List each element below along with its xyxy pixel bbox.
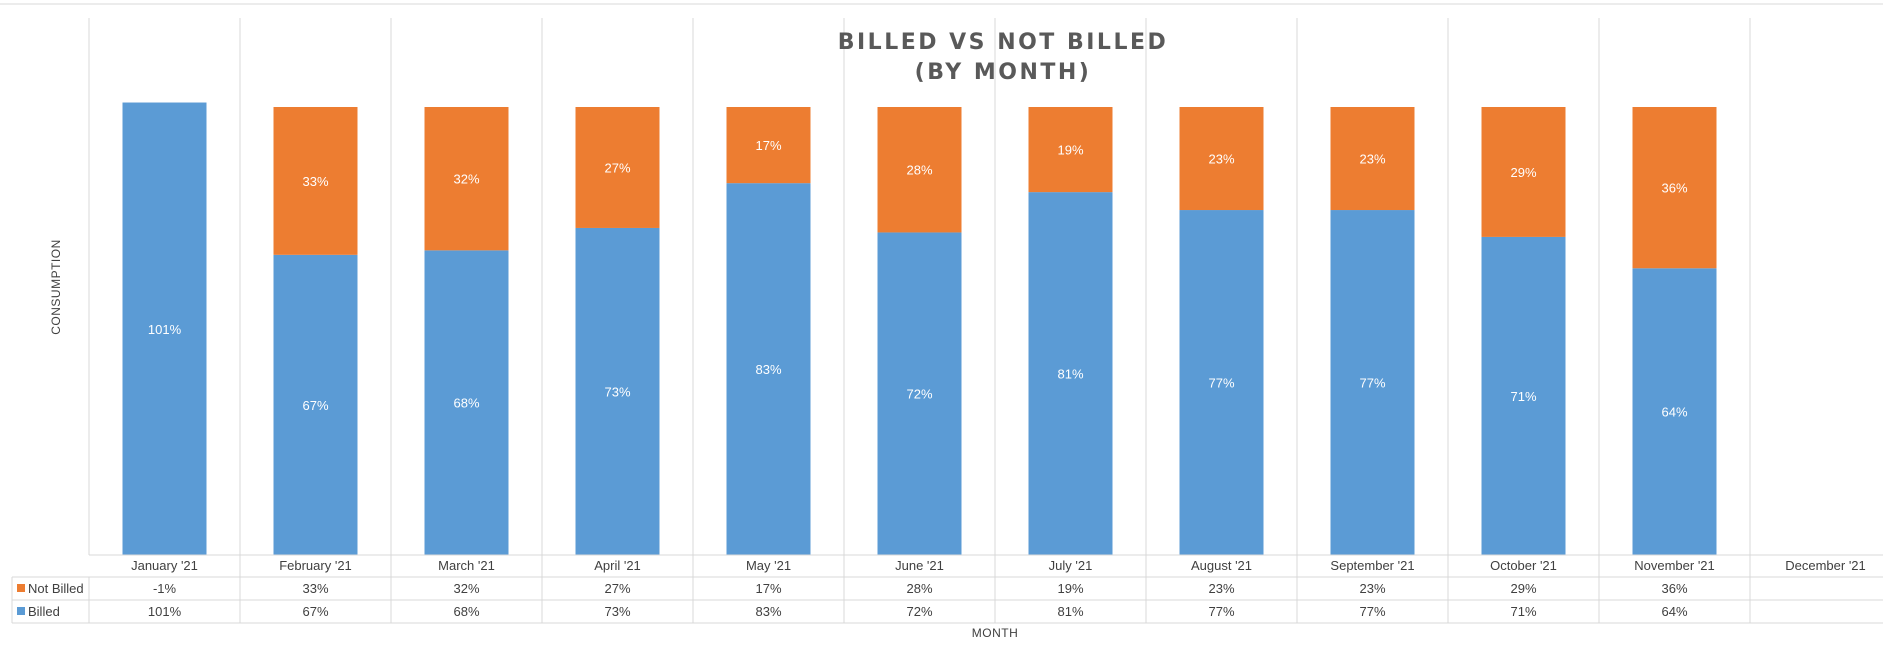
table-cell: 23% — [1208, 581, 1234, 596]
legend-key-billed — [17, 607, 25, 615]
bar-billed — [122, 102, 207, 556]
grid-lines — [88, 18, 1751, 555]
category-label: June '21 — [895, 558, 944, 573]
bar-not-billed — [1632, 107, 1717, 269]
bar-not-billed — [273, 107, 358, 255]
bar-label-billed: 77% — [1359, 376, 1385, 391]
category-label: December '21 — [1785, 558, 1866, 573]
bar-label-billed: 77% — [1208, 376, 1234, 391]
bar-label-not-billed: 29% — [1510, 165, 1536, 180]
bar-not-billed — [1330, 107, 1415, 211]
table-cell: 36% — [1661, 581, 1687, 596]
table-cell: 17% — [755, 581, 781, 596]
y-axis-title: CONSUMPTION — [49, 239, 63, 335]
bar-label-not-billed: 23% — [1359, 152, 1385, 167]
category-label: July '21 — [1049, 558, 1093, 573]
bar-labels: 101% 33% 67% 32% 68% 27% 73% 17% 83% 28% 72% 19% 81%… — [148, 138, 1688, 420]
table-cell: 19% — [1057, 581, 1083, 596]
table-cell: 23% — [1359, 581, 1385, 596]
legend-key-not-billed — [17, 584, 25, 592]
bar-billed — [1028, 192, 1113, 555]
category-label: May '21 — [746, 558, 791, 573]
legend-label-billed: Billed — [28, 604, 60, 619]
table-cell: 27% — [604, 581, 630, 596]
table-cell: 77% — [1208, 604, 1234, 619]
category-label: April '21 — [594, 558, 641, 573]
bar-label-billed: 71% — [1510, 389, 1536, 404]
bar-label-not-billed: 32% — [453, 172, 479, 187]
bar-billed — [726, 183, 811, 555]
table-cell: 68% — [453, 604, 479, 619]
bar-not-billed — [575, 107, 660, 228]
bar-label-not-billed: 28% — [906, 163, 932, 178]
bar-billed — [424, 250, 509, 556]
bar-label-billed: 81% — [1057, 367, 1083, 382]
bar-label-billed: 67% — [302, 398, 328, 413]
bar-label-billed: 64% — [1661, 405, 1687, 420]
table-cell: 64% — [1661, 604, 1687, 619]
category-label: March '21 — [438, 558, 495, 573]
bar-not-billed — [1028, 107, 1113, 193]
bar-label-billed: 83% — [755, 362, 781, 377]
category-label: February '21 — [279, 558, 352, 573]
bar-label-billed: 101% — [148, 322, 182, 337]
bar-label-billed: 73% — [604, 384, 630, 399]
category-label: November '21 — [1634, 558, 1715, 573]
category-label: September '21 — [1330, 558, 1414, 573]
bar-label-not-billed: 33% — [302, 174, 328, 189]
table-cell: 83% — [755, 604, 781, 619]
category-label: August '21 — [1191, 558, 1252, 573]
bar-label-not-billed: 19% — [1057, 143, 1083, 158]
table-cell: 72% — [906, 604, 932, 619]
bar-billed — [1330, 210, 1415, 556]
table-cell: 32% — [453, 581, 479, 596]
table-cell: 28% — [906, 581, 932, 596]
table-cell: 73% — [604, 604, 630, 619]
bar-label-not-billed: 27% — [604, 160, 630, 175]
bar-billed — [1632, 268, 1717, 555]
table-cell: 33% — [302, 581, 328, 596]
bar-billed — [1481, 236, 1566, 556]
bar-label-billed: 72% — [906, 387, 932, 402]
bars — [122, 102, 1717, 556]
table-cell: -1% — [153, 581, 177, 596]
bar-label-not-billed: 17% — [755, 138, 781, 153]
bar-billed — [877, 232, 962, 555]
legend-label-not-billed: Not Billed — [28, 581, 84, 596]
bar-not-billed — [877, 107, 962, 233]
category-label: October '21 — [1490, 558, 1557, 573]
bar-billed — [1179, 210, 1264, 556]
bar-not-billed — [1179, 107, 1264, 211]
bar-not-billed — [424, 107, 509, 251]
bar-not-billed — [726, 107, 811, 184]
bar-billed — [575, 227, 660, 555]
x-axis-title: MONTH — [972, 626, 1019, 640]
category-label: January '21 — [131, 558, 198, 573]
bar-label-billed: 68% — [453, 396, 479, 411]
bar-billed — [273, 254, 358, 555]
chart-title-line-2: (BY MONTH) — [915, 60, 1092, 85]
chart-title-line-1: BILLED VS NOT BILLED — [838, 30, 1169, 55]
table-cell: 67% — [302, 604, 328, 619]
table-cell: 77% — [1359, 604, 1385, 619]
table-cell: 71% — [1510, 604, 1536, 619]
bar-label-not-billed: 36% — [1661, 181, 1687, 196]
bar-label-not-billed: 23% — [1208, 152, 1234, 167]
data-table: January '21 February '21 March '21 April '2… — [11, 554, 1883, 624]
table-cell: 29% — [1510, 581, 1536, 596]
table-cell: 81% — [1057, 604, 1083, 619]
bar-not-billed — [1481, 107, 1566, 237]
table-cell: 101% — [148, 604, 182, 619]
